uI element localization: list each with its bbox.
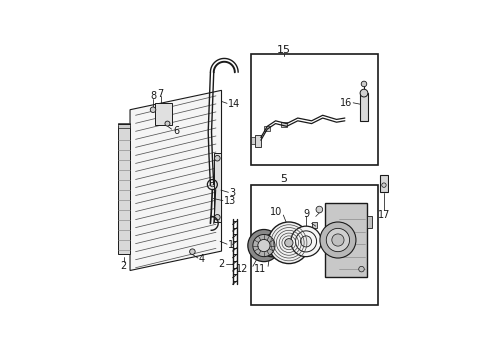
- Text: 11: 11: [254, 264, 266, 274]
- Text: 2: 2: [218, 258, 224, 269]
- Text: 6: 6: [173, 126, 179, 135]
- Circle shape: [164, 121, 170, 126]
- Circle shape: [319, 222, 355, 258]
- Circle shape: [361, 81, 366, 87]
- Circle shape: [358, 266, 364, 272]
- Bar: [311, 222, 316, 228]
- Bar: [250, 54, 377, 165]
- Circle shape: [257, 239, 269, 252]
- Circle shape: [300, 236, 311, 247]
- Bar: [117, 126, 130, 254]
- Circle shape: [214, 156, 220, 161]
- Text: 8: 8: [150, 91, 156, 102]
- Text: 16: 16: [339, 98, 351, 108]
- Bar: [155, 103, 171, 125]
- Bar: [359, 93, 367, 121]
- Bar: [366, 216, 371, 228]
- Bar: [250, 185, 377, 305]
- Bar: [251, 138, 254, 144]
- Bar: [264, 126, 269, 131]
- Bar: [254, 135, 260, 147]
- Bar: [379, 175, 387, 192]
- Circle shape: [252, 234, 274, 257]
- Polygon shape: [130, 90, 221, 270]
- Circle shape: [284, 239, 292, 247]
- Text: 14: 14: [227, 99, 240, 109]
- Circle shape: [290, 226, 321, 257]
- Text: 10: 10: [269, 207, 282, 217]
- Circle shape: [247, 229, 280, 262]
- Text: 4: 4: [198, 255, 204, 264]
- Text: 13: 13: [224, 196, 236, 206]
- Text: 12: 12: [236, 264, 248, 274]
- Circle shape: [331, 234, 344, 246]
- Text: 3: 3: [229, 188, 235, 198]
- Text: 9: 9: [303, 209, 308, 219]
- Circle shape: [214, 215, 220, 220]
- Bar: [214, 153, 221, 222]
- Circle shape: [150, 107, 156, 112]
- Text: 7: 7: [157, 89, 163, 99]
- Circle shape: [267, 222, 309, 264]
- Bar: [117, 123, 130, 128]
- Circle shape: [359, 89, 367, 97]
- Circle shape: [325, 228, 349, 252]
- Text: 2: 2: [120, 261, 126, 270]
- Text: 5: 5: [280, 174, 287, 184]
- Circle shape: [295, 231, 316, 252]
- Circle shape: [381, 183, 386, 187]
- Bar: [281, 122, 286, 127]
- Circle shape: [189, 249, 195, 255]
- Text: 15: 15: [276, 45, 290, 55]
- Circle shape: [315, 206, 322, 213]
- Text: 1: 1: [227, 240, 234, 250]
- Bar: [325, 203, 366, 278]
- Text: 17: 17: [377, 210, 389, 220]
